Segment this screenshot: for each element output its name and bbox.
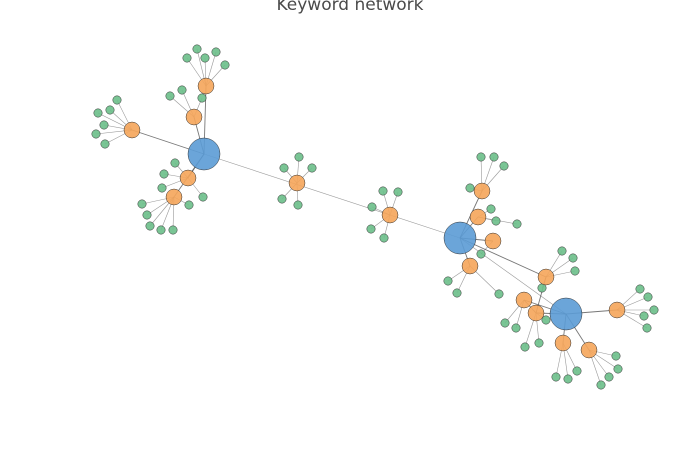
leaf-node xyxy=(511,323,521,333)
leaf-node xyxy=(512,219,522,229)
keyword-node xyxy=(185,108,203,126)
keyword-node xyxy=(123,121,141,139)
leaf-node xyxy=(293,200,303,210)
leaf-node xyxy=(137,199,147,209)
leaf-node xyxy=(494,289,504,299)
leaf-node xyxy=(570,266,580,276)
leaf-node xyxy=(159,169,169,179)
leaf-node xyxy=(197,93,207,103)
keyword-node xyxy=(554,334,572,352)
leaf-node xyxy=(534,338,544,348)
leaf-node xyxy=(393,187,403,197)
leaf-node xyxy=(489,152,499,162)
hub-node xyxy=(549,297,583,331)
keyword-node xyxy=(288,174,306,192)
keyword-node xyxy=(197,77,215,95)
leaf-node xyxy=(279,163,289,173)
leaf-node xyxy=(165,91,175,101)
keyword-node xyxy=(537,268,555,286)
leaf-node xyxy=(366,224,376,234)
keyword-node xyxy=(461,257,479,275)
keyword-node xyxy=(381,206,399,224)
leaf-node xyxy=(142,210,152,220)
leaf-node xyxy=(642,323,652,333)
leaf-node xyxy=(476,152,486,162)
leaf-node xyxy=(184,200,194,210)
leaf-node xyxy=(294,152,304,162)
leaf-node xyxy=(596,380,606,390)
leaf-node xyxy=(112,95,122,105)
leaf-node xyxy=(613,364,623,374)
leaf-node xyxy=(93,108,103,118)
leaf-node xyxy=(635,284,645,294)
keyword-node xyxy=(469,208,487,226)
leaf-node xyxy=(568,253,578,263)
leaf-node xyxy=(639,311,649,321)
leaf-node xyxy=(611,351,621,361)
leaf-node xyxy=(500,318,510,328)
leaf-node xyxy=(192,44,202,54)
leaf-node xyxy=(99,120,109,130)
leaf-node xyxy=(541,315,551,325)
hub-edge xyxy=(459,237,567,315)
leaf-node xyxy=(443,276,453,286)
leaf-node xyxy=(452,288,462,298)
leaf-node xyxy=(520,342,530,352)
leaf-node xyxy=(604,372,614,382)
leaf-node xyxy=(145,221,155,231)
nodes-layer xyxy=(91,44,659,390)
keyword-node xyxy=(527,304,545,322)
hub-edge xyxy=(203,153,461,239)
leaf-node xyxy=(557,246,567,256)
leaf-node xyxy=(378,186,388,196)
leaf-node xyxy=(200,53,210,63)
leaf-node xyxy=(198,192,208,202)
edges-layer xyxy=(95,48,654,386)
keyword-node xyxy=(179,169,197,187)
keyword-node xyxy=(484,232,502,250)
leaf-node xyxy=(491,216,501,226)
leaf-node xyxy=(105,105,115,115)
leaf-node xyxy=(551,372,561,382)
leaf-node xyxy=(499,161,509,171)
leaf-node xyxy=(91,129,101,139)
leaf-node xyxy=(100,139,110,149)
leaf-node xyxy=(649,305,659,315)
leaf-node xyxy=(211,47,221,57)
leaf-node xyxy=(307,163,317,173)
keyword-node xyxy=(580,341,598,359)
leaf-node xyxy=(157,183,167,193)
hub-node xyxy=(443,221,477,255)
keyword-node xyxy=(515,291,533,309)
leaf-node xyxy=(170,158,180,168)
leaf-node xyxy=(643,292,653,302)
leaf-node xyxy=(465,183,475,193)
hub-node xyxy=(187,137,221,171)
leaf-node xyxy=(168,225,178,235)
leaf-node xyxy=(156,225,166,235)
leaf-node xyxy=(177,85,187,95)
leaf-node xyxy=(220,60,230,70)
leaf-node xyxy=(182,53,192,63)
chart-title: Keyword network xyxy=(276,0,424,15)
leaf-node xyxy=(379,233,389,243)
leaf-node xyxy=(572,366,582,376)
leaf-node xyxy=(367,202,377,212)
leaf-node xyxy=(563,374,573,384)
leaf-node xyxy=(277,194,287,204)
keyword-node xyxy=(165,188,183,206)
keyword-node xyxy=(473,182,491,200)
leaf-node xyxy=(486,204,496,214)
keyword-node xyxy=(608,301,626,319)
leaf-node xyxy=(476,249,486,259)
